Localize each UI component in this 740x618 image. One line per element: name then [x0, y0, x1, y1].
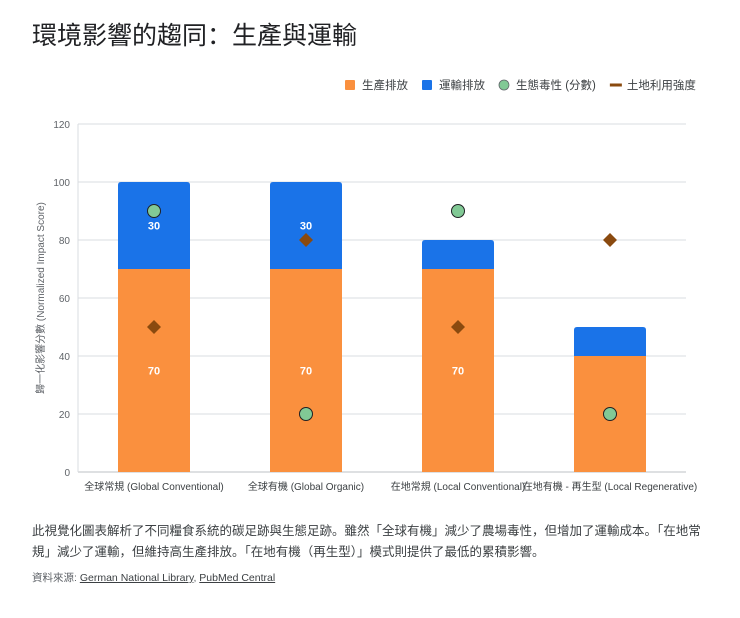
bar-data-label: 30: [300, 221, 312, 233]
y-tick-label: 0: [64, 468, 70, 479]
bar-segment: [118, 182, 190, 269]
bar-data-label: 70: [452, 366, 464, 378]
y-tick-label: 20: [59, 410, 71, 421]
chart-title: 環境影響的趨同：生產與運輸: [32, 22, 358, 50]
bar-segment: [270, 269, 342, 472]
source-link-pubmed-central[interactable]: PubMed Central: [199, 572, 276, 584]
bar-data-label: 70: [148, 366, 160, 378]
chart-description: 此視覺化圖表解析了不同糧食系統的碳足跡與生態足跡。雖然「全球有機」減少了農場毒性…: [32, 524, 701, 559]
land-use-point: [451, 320, 465, 334]
chart: 0 20 40 60 80 100 120 歸一化影響分數 (Normalized Impac…: [34, 78, 698, 493]
x-tick-label: 在地常規 (Local Conventional): [391, 480, 526, 493]
x-tick-label: 全球有機 (Global Organic): [248, 480, 364, 493]
source-label: 資料來源:: [32, 572, 77, 584]
land-use-point: [299, 233, 313, 247]
source-link-german-national-library[interactable]: German National Library: [79, 572, 194, 584]
bar-segment: [118, 269, 190, 472]
ecotoxicity-point: [451, 204, 465, 218]
legend-swatch: [609, 83, 622, 87]
bar-data-label: 30: [148, 221, 160, 233]
bar-segment: [574, 327, 646, 356]
y-tick-label: 80: [59, 236, 71, 247]
bar-segment: [422, 240, 494, 269]
legend-label: 生態毒性 (分數): [516, 78, 596, 92]
y-tick-label: 100: [53, 178, 70, 189]
ecotoxicity-point: [299, 407, 313, 421]
bar-segment: [270, 182, 342, 269]
legend-swatch: [345, 80, 355, 90]
ecotoxicity-point: [147, 204, 161, 218]
ecotoxicity-point: [603, 407, 617, 421]
bar-segment: [422, 269, 494, 472]
legend-label: 土地利用強度: [627, 78, 696, 92]
y-axis-title: 歸一化影響分數 (Normalized Impact Score): [34, 202, 47, 394]
y-tick-label: 60: [59, 294, 71, 305]
legend-swatch: [422, 80, 432, 90]
y-tick-label: 120: [53, 120, 70, 131]
x-tick-label: 全球常規 (Global Conventional): [84, 480, 224, 493]
land-use-point: [603, 233, 617, 247]
legend-label: 生產排放: [362, 78, 408, 92]
land-use-point: [147, 320, 161, 334]
legend-swatch: [498, 79, 510, 91]
y-tick-label: 40: [59, 352, 71, 363]
legend-label: 運輸排放: [439, 78, 485, 92]
bar-data-label: 70: [300, 366, 312, 378]
source-line: 資料來源: German National Library, PubMed Ce…: [32, 572, 276, 584]
x-tick-label: 在地有機 - 再生型 (Local Regenerative): [523, 480, 698, 493]
